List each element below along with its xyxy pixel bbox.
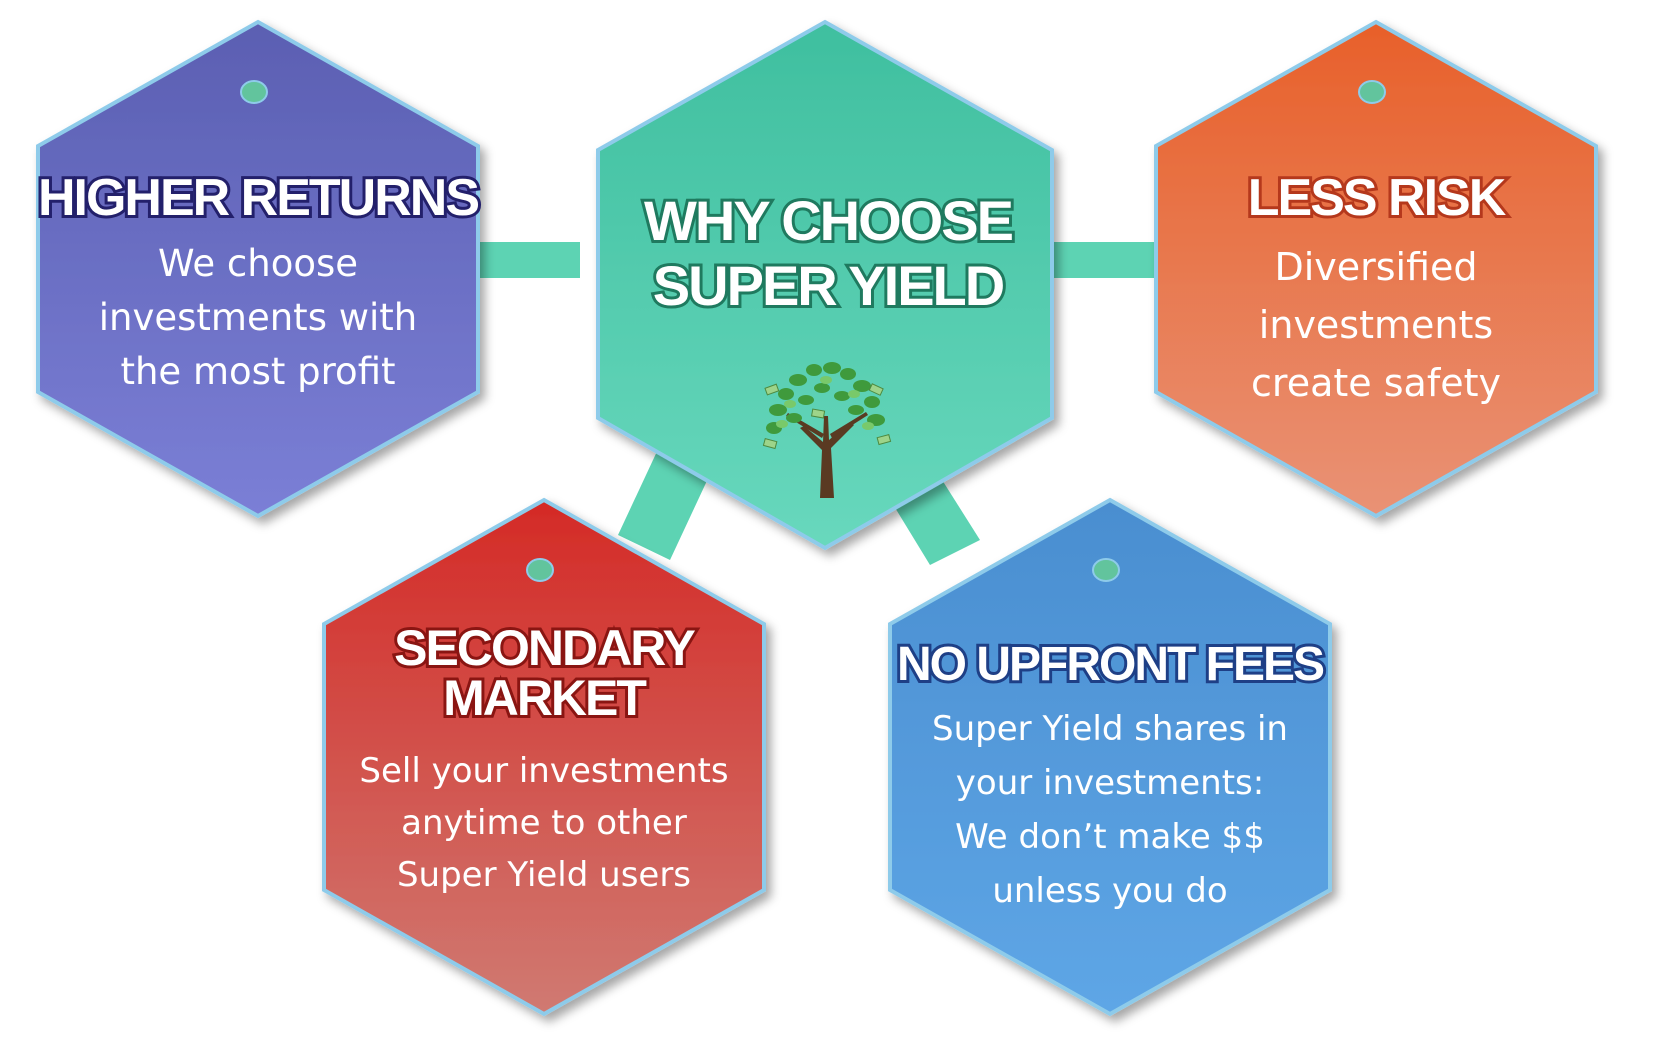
hex-less-risk-shape (1154, 19, 1598, 519)
higher-returns-title: HIGHER RETURNS (38, 169, 478, 227)
hex-center-shape (596, 19, 1054, 551)
secondary-market-body-1: Sell your investments (359, 751, 728, 791)
secondary-market-title-1: SECONDARY (394, 620, 695, 676)
connectors (440, 242, 1160, 565)
center-title-2: SUPER YIELD (653, 254, 1004, 317)
less-risk-title: LESS RISK (1248, 169, 1507, 227)
hex-center: WHY CHOOSE SUPER YIELD (596, 19, 1054, 551)
hex-secondary-market: SECONDARY MARKET Sell your investments a… (322, 497, 766, 1017)
money-tree-icon (762, 362, 892, 498)
center-title-1: WHY CHOOSE (644, 189, 1013, 252)
hex-no-upfront-fees-shape (888, 497, 1332, 1017)
hex-no-upfront-fees: NO UPFRONT FEES Super Yield shares in yo… (888, 497, 1332, 1017)
hanger-dot (1092, 558, 1120, 582)
less-risk-body-2: investments (1259, 303, 1493, 347)
no-upfront-fees-body-3: We don’t make $$ (955, 817, 1265, 857)
no-upfront-fees-body-1: Super Yield shares in (932, 709, 1288, 749)
no-upfront-fees-body-2: your investments: (956, 763, 1264, 803)
higher-returns-body-1: We choose (158, 242, 358, 285)
secondary-market-body-2: anytime to other (401, 803, 687, 843)
connector-bottom-left (618, 445, 712, 560)
hex-less-risk: LESS RISK Diversified investments create… (1154, 19, 1598, 519)
hanger-dot (240, 80, 268, 104)
no-upfront-fees-body-4: unless you do (992, 871, 1227, 911)
higher-returns-body-2: investments with (99, 296, 417, 339)
less-risk-body-3: create safety (1251, 361, 1501, 405)
less-risk-body-1: Diversified (1274, 245, 1477, 289)
secondary-market-title-2: MARKET (443, 670, 646, 726)
higher-returns-body-3: the most profit (120, 350, 395, 393)
hex-higher-returns: HIGHER RETURNS We choose investments wit… (35, 19, 483, 519)
hanger-dot (1358, 80, 1386, 104)
hex-secondary-market-shape (322, 497, 766, 1017)
hex-higher-returns-shape (36, 19, 480, 519)
hanger-dot (526, 558, 554, 582)
no-upfront-fees-title: NO UPFRONT FEES (897, 638, 1324, 691)
secondary-market-body-3: Super Yield users (397, 855, 691, 895)
